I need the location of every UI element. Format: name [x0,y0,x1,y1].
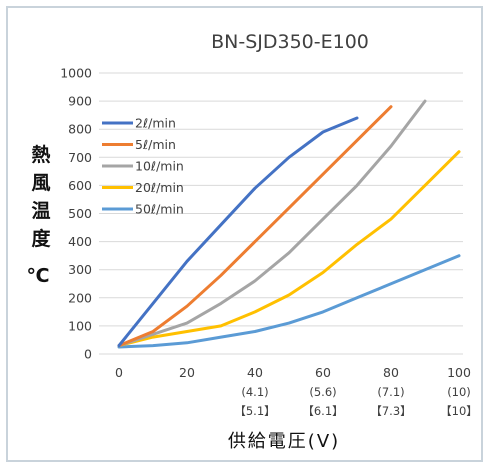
series-line [117,105,393,348]
x-tick-sublabel-bracket: 【10】 [440,404,478,418]
series-lines [117,99,461,349]
y-axis-unit: ℃ [26,265,49,287]
chart-title: BN-SJD350-E100 [211,31,369,53]
y-tick-label: 100 [68,318,92,333]
legend-label: 50ℓ/min [135,202,184,217]
x-tick-sublabel: (10) [447,385,471,399]
x-tick-sublabel: (7.1) [377,385,404,399]
x-axis-title: 供給電圧(V) [228,431,340,452]
x-tick-labels: 0 20 40 (4.1) 【5.1】 60 (5.6) 【6.1】 80 (7.1) 【7.3】 1… [115,365,478,418]
y-axis-title-char: 風 [31,172,50,194]
legend-label: 2ℓ/min [135,116,176,131]
series-line [117,99,427,348]
legend: 2ℓ/min 5ℓ/min 10ℓ/min 20ℓ/min 50ℓ/min [102,116,184,217]
y-tick-label: 0 [84,347,92,362]
x-tick-label: 80 [383,365,399,380]
x-tick-label: 0 [115,365,123,380]
y-tick-label: 700 [68,150,92,165]
y-axis-title-char: 温 [31,200,50,222]
x-tick-label: 100 [447,365,471,380]
y-tick-label: 900 [68,94,92,109]
y-tick-label: 500 [68,206,92,221]
x-tick-sublabel-bracket: 【5.1】 [234,404,275,418]
series-line [117,254,461,349]
legend-label: 10ℓ/min [135,159,184,174]
y-tick-label: 200 [68,290,92,305]
x-tick-label: 60 [315,365,331,380]
legend-label: 5ℓ/min [135,137,176,152]
legend-label: 20ℓ/min [135,180,184,195]
x-tick-sublabel: (5.6) [309,385,336,399]
y-axis-title-char: 度 [31,227,51,250]
chart-frame [6,6,483,462]
y-tick-label: 400 [68,234,92,249]
series-line [117,150,461,348]
y-tick-label: 600 [68,178,92,193]
series-line [117,116,359,348]
y-tick-label: 300 [68,262,92,277]
y-tick-labels: 0 100 200 300 400 500 600 700 800 900 1000 [60,66,92,362]
x-tick-sublabel: (4.1) [241,385,268,399]
x-tick-sublabel-bracket: 【7.3】 [370,404,411,418]
y-axis-title-char: 熱 [31,143,50,166]
y-tick-label: 1000 [60,66,92,81]
x-tick-label: 20 [179,365,195,380]
x-tick-label: 40 [247,365,263,380]
x-tick-sublabel-bracket: 【6.1】 [302,404,343,418]
y-tick-label: 800 [68,122,92,137]
